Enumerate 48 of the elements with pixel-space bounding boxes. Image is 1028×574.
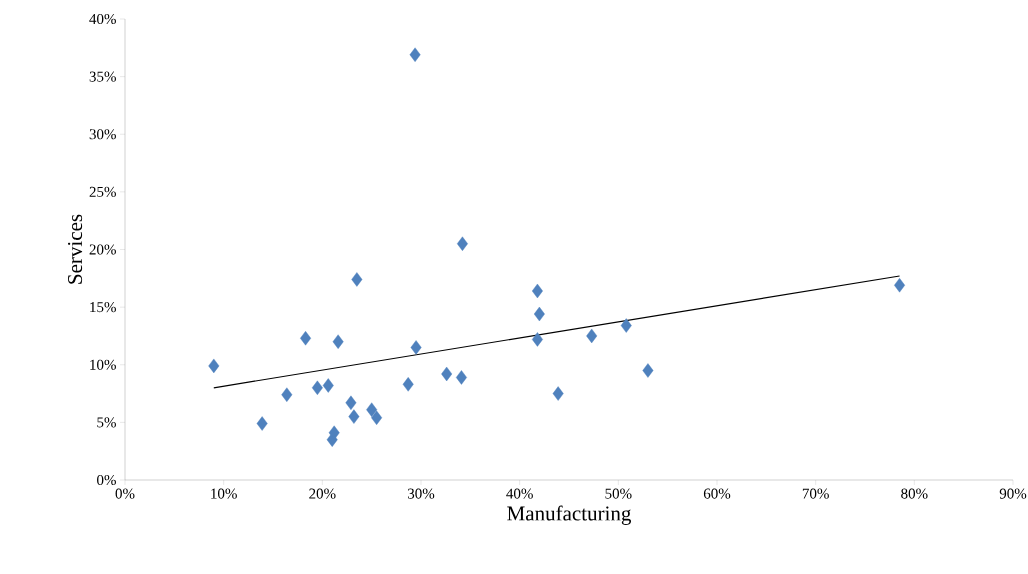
point xyxy=(208,358,220,374)
point xyxy=(322,378,334,393)
x-tick-label: 60% xyxy=(703,488,731,499)
y-tick-label: 0% xyxy=(97,474,116,486)
point xyxy=(300,331,312,346)
x-tick-label: 80% xyxy=(901,488,928,499)
point xyxy=(552,386,564,401)
x-tick-label: 10% xyxy=(211,488,237,499)
point xyxy=(311,380,323,395)
x-tick-label: 70% xyxy=(802,488,829,499)
point xyxy=(456,370,467,385)
point xyxy=(533,306,545,322)
y-axis-title: Services xyxy=(67,214,83,284)
y-tick-label: 30% xyxy=(89,129,116,140)
point xyxy=(328,425,340,440)
y-tick-label: 10% xyxy=(90,359,116,370)
y-tick-label: 5% xyxy=(97,417,116,428)
x-tick-label: 30% xyxy=(407,488,435,499)
point xyxy=(441,366,453,382)
x-tick-label: 20% xyxy=(309,488,336,499)
y-tick-label: 35% xyxy=(89,71,116,82)
point xyxy=(642,363,654,378)
point xyxy=(366,402,378,417)
point xyxy=(332,334,344,349)
x-tick-label: 50% xyxy=(605,488,632,499)
y-tick-label: 40% xyxy=(89,13,116,25)
point xyxy=(586,328,598,344)
point xyxy=(456,236,468,251)
point xyxy=(256,416,268,431)
point xyxy=(531,283,543,299)
x-tick-label: 40% xyxy=(506,488,533,499)
y-tick-label: 20% xyxy=(89,244,116,255)
y-tick-label: 25% xyxy=(89,186,116,197)
point xyxy=(345,395,357,410)
point xyxy=(402,377,414,392)
point xyxy=(894,278,905,293)
point xyxy=(348,409,360,424)
point xyxy=(620,318,632,333)
point xyxy=(410,340,422,355)
point xyxy=(409,47,421,62)
x-tick-label: 90% xyxy=(999,488,1027,499)
point xyxy=(371,410,383,425)
point xyxy=(531,332,543,347)
point xyxy=(351,272,363,287)
y-tick-label: 15% xyxy=(90,302,116,313)
x-axis-title: Manufacturing xyxy=(507,505,632,525)
point xyxy=(281,387,293,402)
x-tick-label: 0% xyxy=(115,488,135,499)
